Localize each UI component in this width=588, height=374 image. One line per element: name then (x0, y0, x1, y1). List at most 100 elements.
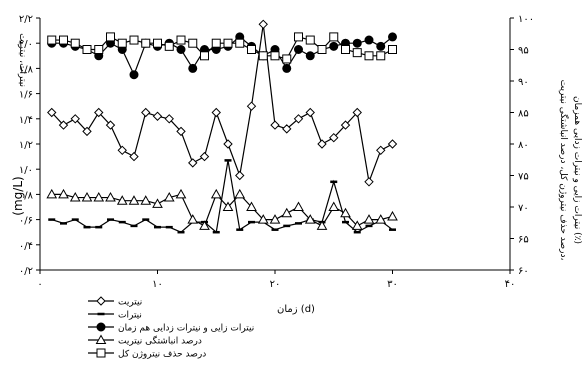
data-point-nitrite-accumulation (163, 192, 175, 202)
y-left-tick-label: ۲/۲ (19, 14, 33, 25)
data-point-nitrite-accumulation (316, 220, 328, 230)
data-point-nitrite (352, 107, 362, 118)
y-right-tick-label: ۸۰ (518, 140, 529, 151)
series-nitrite-accumulation (46, 188, 398, 230)
data-point-total-nitrogen-removal (258, 51, 268, 61)
series-line-nitrate (51, 160, 393, 234)
y-left-tick-label: ۱/۴ (19, 115, 33, 126)
data-point-total-nitrogen-removal (188, 38, 198, 48)
data-point-nitrite (329, 132, 339, 143)
data-point-nitrite-accumulation (152, 198, 163, 208)
data-point-nitrite (105, 120, 116, 130)
data-point-simultaneous-nitrification-denitrification (376, 41, 386, 51)
data-point-nitrite-accumulation (234, 188, 246, 199)
legend-item-nitrate: نیترات (88, 311, 142, 321)
data-point-nitrite-accumulation (187, 214, 199, 224)
data-point-total-nitrogen-removal (129, 35, 139, 45)
data-point-nitrite-accumulation (246, 201, 257, 211)
data-point-nitrite-accumulation (351, 220, 363, 230)
legend-label: درصد انباشتگی نیتریت (118, 335, 202, 347)
y-right-tick-label: ۷۵ (518, 172, 529, 183)
data-point-nitrite-accumulation (58, 188, 69, 199)
y-right-tick-label: ۷۰ (518, 203, 529, 214)
data-point-nitrite (58, 120, 69, 130)
data-point-total-nitrogen-removal (270, 51, 280, 61)
series-total-nitrogen-removal (47, 32, 397, 64)
data-point-nitrite-accumulation (116, 195, 128, 205)
data-point-nitrite-accumulation (210, 188, 222, 199)
data-point-nitrite-accumulation (222, 201, 234, 211)
data-point-total-nitrogen-removal (352, 48, 362, 58)
data-point-nitrite (152, 111, 163, 121)
x-axis-title: زمان (d) (277, 304, 315, 315)
x-tick-label: ۱۰ (152, 279, 163, 290)
data-point-total-nitrogen-removal (317, 45, 327, 54)
legend-marker (96, 322, 106, 332)
data-point-total-nitrogen-removal (247, 45, 256, 54)
data-point-nitrite (364, 177, 374, 187)
data-point-total-nitrogen-removal (305, 35, 315, 45)
data-point-total-nitrogen-removal (282, 54, 292, 64)
y-right-tick-label: ۱۰۰ (518, 14, 534, 25)
data-point-total-nitrogen-removal (47, 35, 57, 45)
data-point-nitrite-accumulation (81, 192, 93, 202)
data-point-nitrite (199, 151, 210, 162)
data-point-nitrite-accumulation (328, 201, 340, 211)
data-point-total-nitrogen-removal (376, 51, 386, 61)
data-point-nitrite (340, 120, 351, 130)
data-point-nitrite-accumulation (293, 201, 304, 211)
data-point-total-nitrogen-removal (153, 38, 162, 48)
data-point-nitrite (258, 19, 268, 30)
legend-item-simultaneous-nitrification-denitrification: نیترات زایی و نیترات زدایی هم زمان (88, 322, 254, 334)
data-point-total-nitrogen-removal (117, 38, 127, 48)
data-point-simultaneous-nitrification-denitrification (294, 45, 303, 54)
data-point-total-nitrogen-removal (235, 38, 245, 48)
data-point-nitrite-accumulation (387, 210, 398, 221)
data-point-nitrite (223, 139, 233, 149)
data-point-nitrite-accumulation (69, 192, 81, 202)
legend-item-nitrite-accumulation: درصد انباشتگی نیتریت (88, 334, 202, 347)
legend-label: نیترات (118, 311, 142, 321)
data-point-total-nitrogen-removal (82, 45, 92, 54)
data-point-nitrite-accumulation (340, 207, 351, 218)
data-point-total-nitrogen-removal (294, 32, 303, 42)
data-point-total-nitrogen-removal (59, 35, 68, 45)
data-point-nitrite-accumulation (199, 220, 210, 230)
x-tick-label: ۰ (37, 279, 42, 290)
data-point-simultaneous-nitrification-denitrification (188, 63, 198, 73)
data-point-simultaneous-nitrification-denitrification (176, 45, 186, 54)
data-point-nitrite (317, 139, 327, 149)
data-point-nitrite (176, 126, 186, 137)
y-left-tick-label: ۰/۲ (19, 266, 33, 277)
y-right-tick-label: ۶۰ (518, 266, 529, 277)
series-nitrite (47, 19, 398, 187)
y-left-tick-label: ۰/۶ (19, 216, 33, 227)
data-point-nitrite-accumulation (175, 188, 187, 199)
data-point-total-nitrogen-removal (70, 38, 80, 48)
y-left-axis-unit: (mg/L) (11, 176, 25, 215)
y-left-axis-title: نیترات، نیتریت (17, 33, 27, 87)
chart-legend: نیتریت نیترات نیترات زایی و نیترات زدایی ه… (88, 296, 254, 360)
data-point-total-nitrogen-removal (106, 32, 115, 42)
x-tick-label: ۲۰ (270, 279, 281, 290)
data-point-nitrite (293, 114, 304, 124)
data-point-simultaneous-nitrification-denitrification (352, 38, 362, 48)
data-point-total-nitrogen-removal (200, 51, 209, 61)
data-point-nitrite (70, 114, 80, 124)
data-point-nitrite-accumulation (105, 192, 116, 202)
data-point-nitrite-accumulation (93, 192, 105, 202)
data-point-nitrite (117, 145, 127, 156)
data-point-nitrite (129, 151, 139, 162)
data-point-nitrite-accumulation (281, 207, 293, 218)
data-point-total-nitrogen-removal (94, 45, 104, 54)
data-point-simultaneous-nitrification-denitrification (129, 70, 139, 80)
data-point-simultaneous-nitrification-denitrification (305, 51, 315, 61)
data-point-total-nitrogen-removal (329, 32, 339, 42)
y-right-tick-label: ۸۵ (518, 109, 529, 120)
x-tick-label: ۴۰ (505, 279, 516, 290)
y-left-tick-label: ۱/۶ (19, 90, 33, 101)
data-point-nitrite-accumulation (128, 195, 140, 205)
data-point-simultaneous-nitrification-denitrification (388, 32, 397, 42)
data-point-total-nitrogen-removal (141, 38, 151, 48)
y-left-tick-label: ۰/۸ (19, 190, 34, 201)
